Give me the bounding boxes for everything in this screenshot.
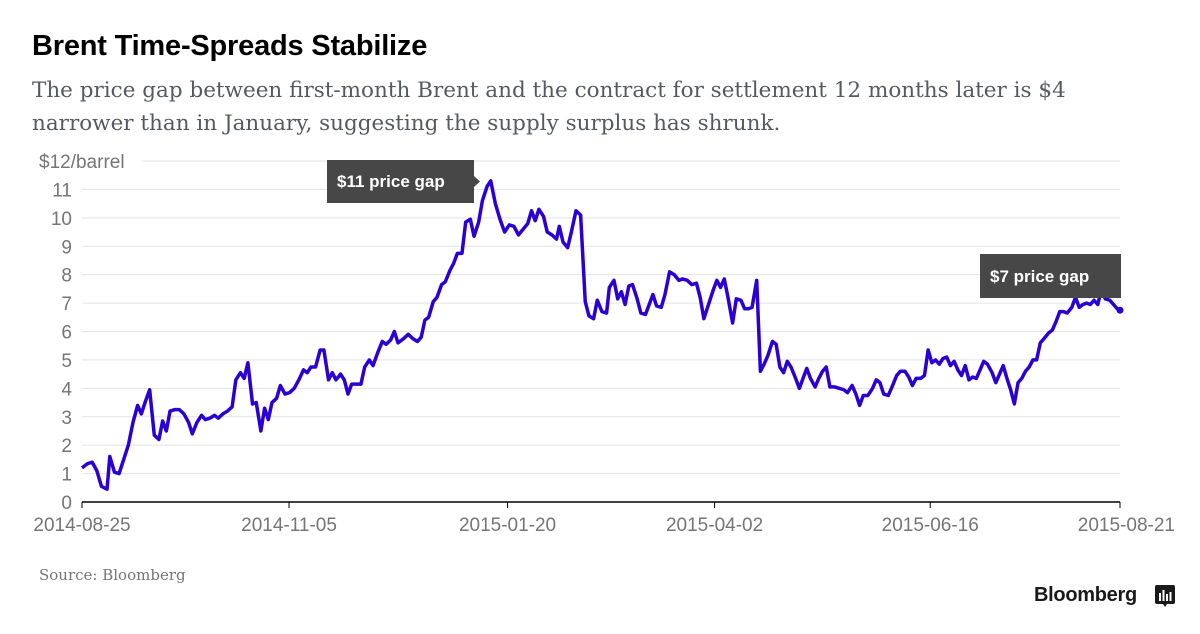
- annotation-pointer: [1099, 290, 1110, 298]
- x-tick-label: 2014-08-25: [33, 515, 130, 536]
- annotation-pointer: [474, 176, 480, 187]
- bloomberg-chart-icon: [1155, 585, 1175, 607]
- y-tick-label: 7: [61, 294, 72, 315]
- y-tick-label: 3: [61, 408, 72, 429]
- y-tick-label: 6: [61, 323, 72, 344]
- y-tick-label: 8: [61, 266, 72, 287]
- y-tick-label: 9: [61, 237, 72, 258]
- y-tick-label: 10: [51, 209, 72, 230]
- y-tick-label: 5: [61, 351, 72, 372]
- gridlines: [82, 160, 1120, 475]
- y-tick-label: 4: [61, 379, 72, 400]
- annotation-label: $11 price gap: [337, 172, 445, 191]
- y-tick-label: 1: [61, 465, 72, 486]
- series-layer: [80, 179, 1124, 491]
- annotations: $11 price gap $7 price gap: [327, 160, 1121, 298]
- annotation-box: [980, 254, 1121, 298]
- x-tick-label: 2015-04-02: [666, 515, 763, 536]
- y-tick-label: 11: [52, 180, 72, 201]
- annotation-box: [327, 160, 474, 203]
- y-axis-ticks: 0 1 2 3 4 5 6 7 8 9 10 11 $12/barrel: [39, 152, 125, 514]
- y-tick-label: 0: [61, 493, 72, 514]
- x-tick-label: 2014-11-05: [241, 515, 337, 536]
- x-tick-label: 2015-01-20: [459, 515, 556, 536]
- chart-subtitle: The price gap between first-month Brent …: [32, 78, 1066, 136]
- x-tick-label: 2015-06-16: [882, 515, 979, 536]
- source-note: Source: Bloomberg: [39, 566, 186, 584]
- series-line: [80, 179, 1121, 491]
- annotation-label: $7 price gap: [990, 267, 1089, 286]
- x-tick-label: 2015-08-21: [1078, 515, 1175, 536]
- y-tick-label: 2: [61, 436, 72, 457]
- chart-title: Brent Time-Spreads Stabilize: [32, 30, 428, 62]
- brand-logo-text: Bloomberg: [1034, 584, 1137, 606]
- y-tick-label: $12/barrel: [39, 152, 125, 173]
- x-axis: 2014-08-25 2014-11-05 2015-01-20 2015-04-02…: [33, 501, 1175, 536]
- series-end-marker: [1116, 306, 1124, 314]
